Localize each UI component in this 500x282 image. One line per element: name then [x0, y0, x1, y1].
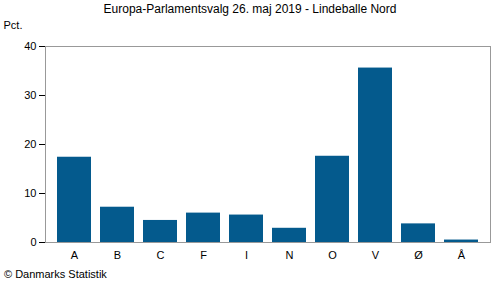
- svg-text:F: F: [200, 249, 207, 261]
- svg-text:B: B: [114, 249, 121, 261]
- svg-text:40: 40: [24, 40, 36, 52]
- svg-text:10: 10: [24, 187, 36, 199]
- svg-text:30: 30: [24, 89, 36, 101]
- svg-text:I: I: [245, 249, 248, 261]
- svg-text:V: V: [372, 249, 380, 261]
- svg-text:20: 20: [24, 138, 36, 150]
- html-text:© Danmarks Statistik: © Danmarks Statistik: [4, 268, 107, 280]
- svg-text:Pct.: Pct.: [4, 19, 23, 31]
- svg-text:N: N: [286, 249, 294, 261]
- svg-text:O: O: [328, 249, 337, 261]
- svg-text:A: A: [71, 249, 79, 261]
- html-text:Europa-Parlamentsvalg 26. maj: Europa-Parlamentsvalg 26. maj 2019 - Lin…: [103, 2, 397, 16]
- svg-text:Ø: Ø: [414, 249, 423, 261]
- svg-text:Å: Å: [458, 249, 466, 261]
- svg-text:C: C: [157, 249, 165, 261]
- svg-text:0: 0: [30, 236, 36, 248]
